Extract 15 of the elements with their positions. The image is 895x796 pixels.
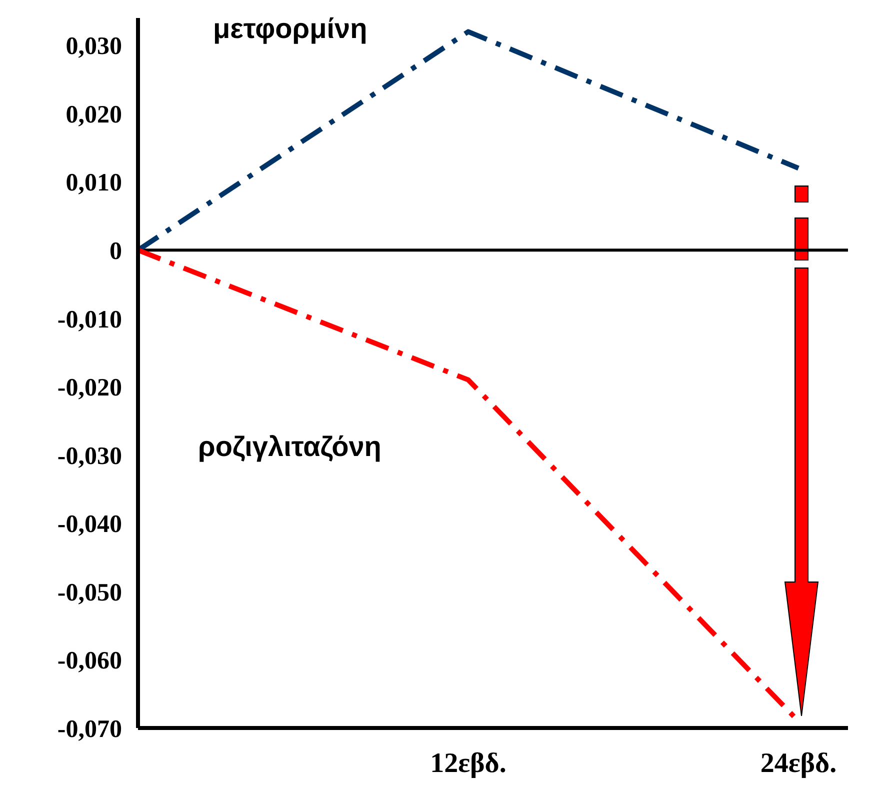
x-tick-label: 12εβδ. <box>430 748 506 779</box>
y-tick-label: -0,020 <box>57 374 122 402</box>
series-label: μετφορμίνη <box>213 13 368 44</box>
y-tick-label: -0,070 <box>57 716 122 743</box>
y-tick-label: -0,060 <box>57 648 122 675</box>
y-tick-label: 0,020 <box>66 101 122 128</box>
text: ροζιγλιταζόνη <box>198 431 382 462</box>
y-tick-label: -0,040 <box>57 511 122 538</box>
y-tick-label: 0,010 <box>66 170 122 197</box>
x-tick-label: 24εβδ. <box>760 748 837 779</box>
y-tick-label: -0,030 <box>57 442 122 470</box>
y-tick-label: -0,010 <box>57 306 122 334</box>
y-tick-label: -0,050 <box>57 579 122 606</box>
y-tick-label: 0 <box>110 238 122 265</box>
y-tick-label: 0,030 <box>66 33 122 60</box>
